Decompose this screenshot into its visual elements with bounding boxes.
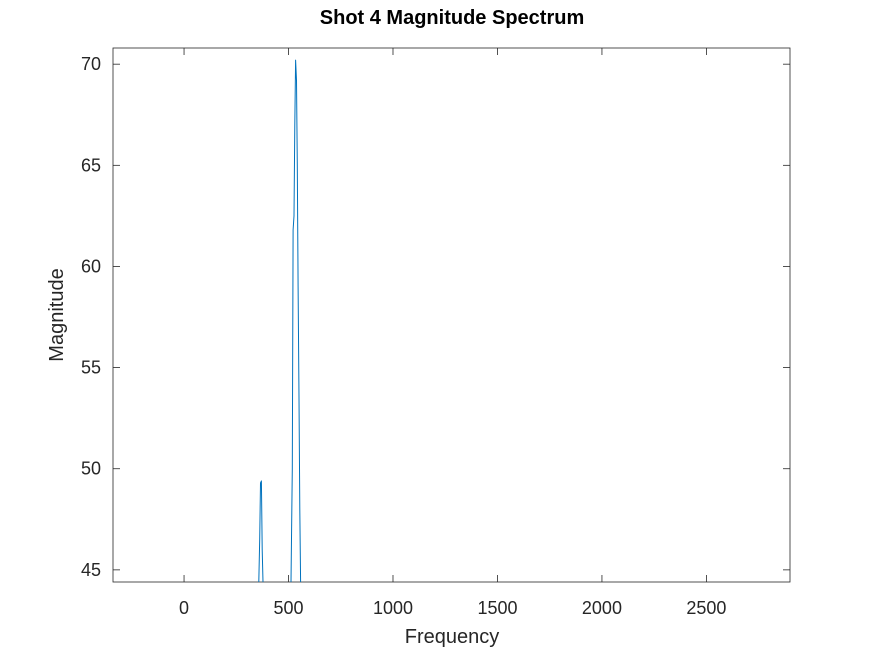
x-tick-label: 1500 <box>477 598 517 618</box>
y-tick-label: 50 <box>81 459 101 479</box>
y-axis-label: Magnitude <box>46 268 68 361</box>
y-tick-label: 55 <box>81 358 101 378</box>
spectrum-peak-line-1 <box>258 480 264 583</box>
x-tick-label: 2000 <box>582 598 622 618</box>
chart-title: Shot 4 Magnitude Spectrum <box>320 7 584 29</box>
y-tick-label: 65 <box>81 155 101 175</box>
series-layer <box>258 59 302 583</box>
x-tick-label: 500 <box>273 598 303 618</box>
x-tick-label: 1000 <box>373 598 413 618</box>
y-tick-label: 60 <box>81 256 101 276</box>
y-ticks: 45 50 55 60 65 70 <box>81 54 790 580</box>
y-tick-label: 45 <box>81 560 101 580</box>
plot-area <box>112 47 791 583</box>
y-tick-label: 70 <box>81 54 101 74</box>
x-tick-label: 2500 <box>686 598 726 618</box>
x-ticks: 0 500 1000 1500 2000 2500 <box>179 48 726 618</box>
spectrum-peak-line-2 <box>290 59 302 583</box>
x-tick-label: 0 <box>179 598 189 618</box>
x-axis-label: Frequency <box>405 626 500 648</box>
